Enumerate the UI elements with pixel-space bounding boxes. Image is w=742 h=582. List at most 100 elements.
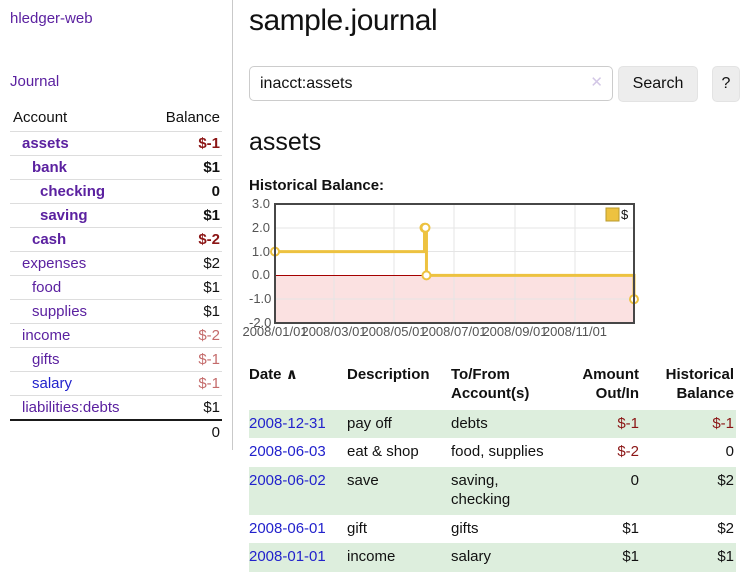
tx-accounts: gifts	[451, 519, 479, 537]
tx-date: 2008-06-02	[249, 467, 347, 515]
account-balance: $-2	[150, 323, 222, 348]
account-row: food $1	[10, 275, 222, 300]
tx-description: eat & shop	[347, 443, 419, 460]
x-tick-label: 2008/11/01	[542, 324, 608, 339]
account-row: expenses $2	[10, 251, 222, 276]
y-tick-label: 2.0	[251, 219, 270, 235]
sort-by-date-link[interactable]: Date ∧	[249, 366, 298, 383]
register-table: Date ∧ Description To/From Account(s) Am…	[249, 364, 736, 572]
tx-date: 2008-06-03	[249, 438, 347, 467]
y-tick-label: -1.0	[249, 291, 272, 307]
account-link-saving[interactable]: saving	[40, 207, 88, 224]
accounts-total-value: 0	[150, 419, 222, 444]
tx-date-link[interactable]: 2008-06-03	[249, 443, 326, 460]
sidebar: hledger-web Journal Account Balance asse…	[0, 0, 233, 450]
tx-date-link[interactable]: 2008-01-01	[249, 548, 326, 565]
tx-description: save	[347, 471, 379, 489]
x-tick-label: 2008/05/01	[361, 324, 427, 339]
tx-balance: $-1	[712, 414, 734, 432]
transaction-row: 2008-01-01 income salary $1 $1	[249, 543, 736, 572]
account-link-checking[interactable]: checking	[40, 183, 106, 200]
account-row: salary $-1	[10, 371, 222, 396]
sort-ascending-icon: ∧	[285, 366, 298, 383]
account-balance: $1	[150, 299, 222, 324]
x-tick-label: 2008/03/01	[301, 324, 367, 339]
accounts-balance-table: Account Balance assets $-1 bank $1 check…	[10, 106, 222, 444]
tx-description: income	[347, 548, 396, 565]
transaction-row: 2008-12-31 pay off debts $-1 $-1	[249, 409, 736, 438]
account-link-salary[interactable]: salary	[32, 375, 73, 392]
nav-journal-link[interactable]: Journal	[10, 73, 60, 90]
account-balance: $-1	[150, 131, 222, 156]
tx-date-link[interactable]: 2008-12-31	[249, 414, 326, 432]
search-button[interactable]: Search	[618, 66, 698, 102]
legend-label: $	[621, 207, 629, 222]
account-link-bank[interactable]: bank	[32, 159, 68, 176]
tx-date: 2008-01-01	[249, 543, 347, 572]
tx-accounts: debts	[451, 414, 488, 432]
tx-description: pay off	[347, 414, 392, 432]
accounts-header-balance: Balance	[165, 109, 220, 126]
accounts-header-account: Account	[13, 109, 68, 126]
tx-balance: $2	[717, 471, 734, 489]
page-title: sample.journal	[249, 4, 438, 37]
app-title-link[interactable]: hledger-web	[10, 10, 93, 27]
main-content: sample.journal ✕ Search ? assets Histori…	[233, 0, 742, 572]
account-balance: 0	[150, 179, 222, 204]
transaction-row: 2008-06-02 save saving, checking 0 $2	[249, 466, 736, 515]
account-balance: $1	[150, 395, 222, 420]
x-tick-label: 2008/09/01	[482, 324, 548, 339]
tx-balance: 0	[725, 443, 734, 460]
description-header: Description	[347, 366, 430, 383]
x-tick-label: 2008/07/01	[421, 324, 487, 339]
account-link-liabilities-debts[interactable]: liabilities:debts	[22, 399, 120, 416]
account-row: saving $1	[10, 203, 222, 228]
tx-balance: $1	[717, 548, 734, 565]
account-row: liabilities:debts $1	[10, 395, 222, 420]
account-heading: assets	[249, 128, 322, 156]
chart-canvas: $	[270, 203, 639, 324]
account-link-assets[interactable]: assets	[22, 135, 69, 152]
plot-border	[274, 203, 635, 324]
data-point-marker	[420, 222, 431, 233]
account-row: assets $-1	[10, 131, 222, 156]
account-row: bank $1	[10, 155, 222, 180]
account-link-gifts[interactable]: gifts	[32, 351, 60, 368]
accounts-total-spacer	[10, 419, 151, 444]
account-link-cash[interactable]: cash	[32, 231, 67, 248]
date-header-label: Date	[249, 366, 282, 383]
accounts-header: To/From Account(s)	[451, 366, 530, 402]
y-tick-label: 0.0	[251, 267, 270, 283]
tx-accounts: food, supplies	[451, 443, 544, 460]
account-link-supplies[interactable]: supplies	[32, 303, 88, 320]
transaction-row: 2008-06-03 eat & shop food, supplies $-2…	[249, 438, 736, 467]
chart-title: Historical Balance:	[249, 177, 385, 194]
account-row: supplies $1	[10, 299, 222, 324]
account-link-food[interactable]: food	[32, 279, 62, 296]
account-row: gifts $-1	[10, 347, 222, 372]
data-point-marker	[421, 270, 432, 281]
search-bar: ✕ Search ?	[249, 66, 742, 102]
balance-header: Historical Balance	[665, 366, 734, 402]
tx-accounts: salary	[451, 548, 492, 565]
account-row: cash $-2	[10, 227, 222, 252]
tx-amount: $1	[622, 548, 639, 565]
account-balance: $1	[150, 155, 222, 180]
clear-search-icon[interactable]: ✕	[590, 74, 603, 91]
tx-amount: $1	[622, 519, 639, 537]
tx-balance: $2	[717, 519, 734, 537]
register-header-row: Date ∧ Description To/From Account(s) Am…	[249, 364, 736, 410]
account-link-income[interactable]: income	[22, 327, 71, 344]
search-input[interactable]	[249, 66, 613, 101]
tx-date: 2008-06-01	[249, 515, 347, 544]
tx-date-link[interactable]: 2008-06-02	[249, 471, 326, 489]
account-row: income $-2	[10, 323, 222, 348]
account-balance: $-1	[150, 347, 222, 372]
tx-date-link[interactable]: 2008-06-01	[249, 519, 326, 537]
x-tick-label: 2008/01/01	[242, 324, 308, 339]
tx-amount: $-1	[617, 414, 639, 432]
help-button[interactable]: ?	[712, 66, 740, 102]
account-link-expenses[interactable]: expenses	[22, 255, 87, 272]
accounts-header-row: Account Balance	[10, 106, 222, 132]
